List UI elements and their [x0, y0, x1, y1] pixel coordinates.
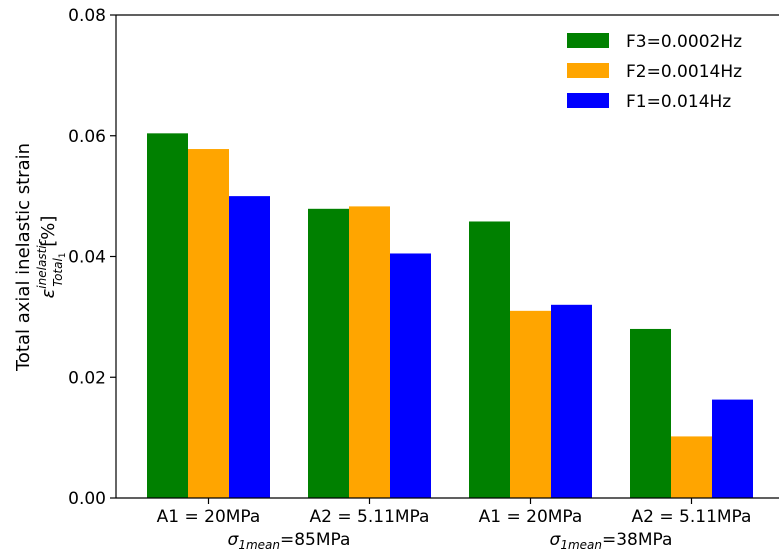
y-axis-label-unit: [%]: [38, 216, 59, 253]
bar-3-3: [551, 304, 592, 498]
x-tick-label: A2 = 5.11MPa: [632, 507, 752, 527]
y-axis-label-epsilon: ε: [38, 288, 59, 298]
x-ticks: A1 = 20MPa A2 = 5.11MPa A1 = 20MPa A2 = 5.1…: [157, 498, 752, 527]
group-label-sigma: σ: [228, 530, 240, 550]
group-label-sigma: σ: [550, 530, 562, 550]
legend-swatch-3: [567, 93, 609, 108]
y-tick-label: 0.06: [68, 127, 106, 147]
y-axis-label-sub: Total: [51, 258, 65, 287]
x-tick-label: A1 = 20MPa: [157, 507, 261, 527]
legend-swatch-2: [567, 63, 609, 78]
bars-layer: [147, 133, 753, 499]
bar-2-4: [671, 436, 712, 498]
bar-3-2: [390, 253, 431, 498]
bar-2-1: [188, 149, 229, 498]
legend-label-2: F2=0.0014Hz: [626, 62, 742, 82]
group-label: σ1mean=85MPa: [228, 530, 351, 552]
y-axis-label-sup: inelastic: [35, 238, 49, 288]
legend: F3=0.0002Hz F2=0.0014Hz F1=0.014Hz: [567, 32, 742, 112]
legend-label-1: F3=0.0002Hz: [626, 32, 742, 52]
y-axis-label-line2: εinelastic Total1 [%]: [35, 216, 68, 299]
bar-3-4: [712, 399, 753, 498]
legend-label-3: F1=0.014Hz: [626, 92, 731, 112]
y-tick-label: 0.00: [68, 489, 106, 509]
bar-1-3: [469, 221, 510, 499]
bar-2-3: [510, 310, 551, 498]
x-tick-label: A2 = 5.11MPa: [310, 507, 430, 527]
bar-3-1: [229, 196, 270, 498]
bar-2-2: [349, 206, 390, 499]
bar-1-2: [308, 208, 349, 498]
y-tick-label: 0.08: [68, 6, 106, 26]
bar-1-1: [147, 133, 188, 498]
group-label-rest: =85MPa: [280, 530, 350, 550]
y-ticks: 0.00 0.02 0.04 0.06 0.08: [68, 6, 116, 509]
legend-swatch-1: [567, 33, 609, 48]
group-label-rest: =38MPa: [602, 530, 672, 550]
y-tick-label: 0.04: [68, 248, 106, 268]
y-axis-label-subsub: 1: [58, 252, 68, 258]
group-label-sub: 1mean: [238, 538, 280, 552]
bar-1-4: [630, 328, 671, 498]
y-axis-label-line1: Total axial inelastic strain: [13, 143, 34, 372]
group-label-sub: 1mean: [560, 538, 602, 552]
group-label: σ1mean=38MPa: [550, 530, 673, 552]
group-labels: σ1mean=85MPa σ1mean=38MPa: [228, 530, 673, 552]
x-tick-label: A1 = 20MPa: [479, 507, 583, 527]
y-tick-label: 0.02: [68, 368, 106, 388]
